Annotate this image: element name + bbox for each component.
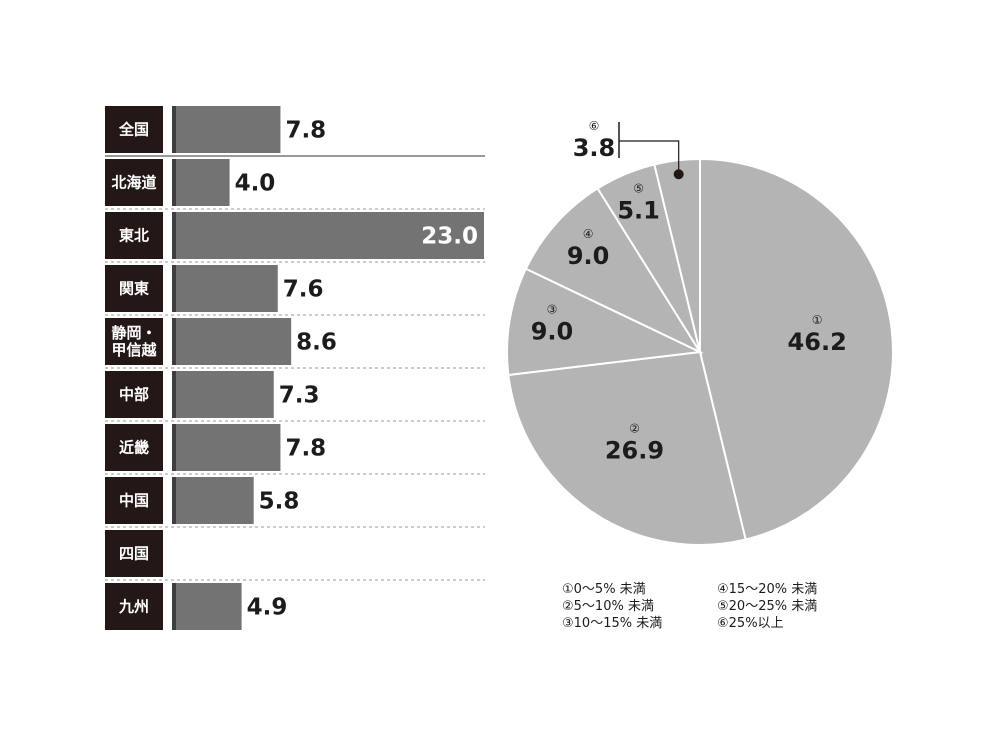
region-label: 甲信越: [111, 341, 157, 359]
bar-shadow: [172, 106, 176, 153]
bar: [176, 583, 242, 630]
bar-shadow: [172, 477, 176, 524]
pie-slice-number: ⑥: [589, 119, 600, 133]
bar-value-label: 7.8: [285, 436, 326, 462]
regional-bar-chart: 全国 7.8 北海道 4.0 東北 23.0 関東 7.6 静岡・甲信越 8.6 中部 7.3 近畿 7.…: [105, 106, 485, 630]
pie-slice-number: ④: [583, 227, 594, 241]
region-label-box: [105, 530, 163, 577]
pie-slice-number: ⑤: [633, 181, 644, 195]
bar-shadow: [172, 371, 176, 418]
region-label-box: [105, 477, 163, 524]
pie-legend: ①0～5% 未満 ②5～10% 未満 ③10～15% 未満 ④15～20% 未満 ⑤20…: [562, 582, 817, 631]
bar-shadow: [172, 265, 176, 312]
region-label-box: [105, 212, 163, 259]
bar-shadow: [172, 159, 176, 206]
region-label: 中国: [119, 492, 149, 510]
region-label: 四国: [119, 545, 149, 563]
pie-slice: [507, 350, 747, 546]
bar-value-label: 7.8: [285, 118, 326, 144]
bar-shadow: [172, 318, 176, 365]
bar-value-label: 4.0: [235, 171, 276, 197]
bar: [176, 371, 274, 418]
pie-slice-value: 9.0: [531, 318, 574, 346]
region-label-box: [105, 106, 163, 153]
legend-entry: ⑥25%以上: [717, 616, 784, 631]
callout-line: [619, 140, 680, 175]
region-label-box: [105, 318, 163, 365]
region-label: 九州: [118, 598, 149, 616]
bar: [176, 424, 281, 471]
bar-value-label: 7.3: [279, 383, 320, 409]
pie-slice: [653, 157, 701, 353]
pie-slice-value: 9.0: [567, 242, 610, 270]
bar-value-label: 4.9: [247, 595, 288, 621]
region-label-box: [105, 371, 163, 418]
region-label-box: [105, 265, 163, 312]
legend-entry: ③10～15% 未満: [562, 616, 662, 631]
bar-value-label: 5.8: [259, 489, 300, 515]
bar: [176, 159, 230, 206]
bar-value-label: 8.6: [296, 330, 337, 356]
bar-value-label: 7.6: [283, 277, 324, 303]
region-label: 北海道: [111, 174, 156, 192]
pie-slice: [524, 187, 703, 355]
legend-entry: ②5～10% 未満: [562, 599, 654, 614]
legend-entry: ①0～5% 未満: [562, 582, 646, 597]
pie-slice-value: 26.9: [605, 437, 664, 465]
region-label: 静岡・: [111, 324, 156, 342]
region-label-box: [105, 424, 163, 471]
region-label: 全国: [118, 121, 149, 139]
bar: [176, 318, 292, 365]
bar: [176, 212, 484, 259]
bar: [176, 477, 254, 524]
legend-entry: ④15～20% 未満: [717, 582, 817, 597]
region-label: 関東: [119, 280, 149, 298]
bar-value-label: 23.0: [421, 224, 478, 250]
region-label: 近畿: [119, 439, 149, 457]
region-label-box: [105, 583, 163, 630]
pie-slice-number: ①: [812, 313, 823, 327]
pie-slice-value: 3.8: [573, 134, 616, 162]
region-label: 中部: [119, 386, 149, 404]
bar-shadow: [172, 424, 176, 471]
pie-slice: [506, 267, 704, 377]
bar-shadow: [172, 583, 176, 630]
pie-slice-number: ②: [629, 422, 640, 436]
region-label-box: [105, 159, 163, 206]
region-label: 東北: [119, 227, 149, 245]
pie-slice-value: 5.1: [617, 196, 660, 224]
bar-shadow: [172, 212, 176, 259]
bar: [176, 106, 281, 153]
pie-slice: [699, 157, 894, 541]
legend-entry: ⑤20～25% 未満: [717, 599, 817, 614]
pie-slice-value: 46.2: [788, 328, 847, 356]
bar: [176, 265, 278, 312]
pie-slice-number: ③: [547, 303, 558, 317]
